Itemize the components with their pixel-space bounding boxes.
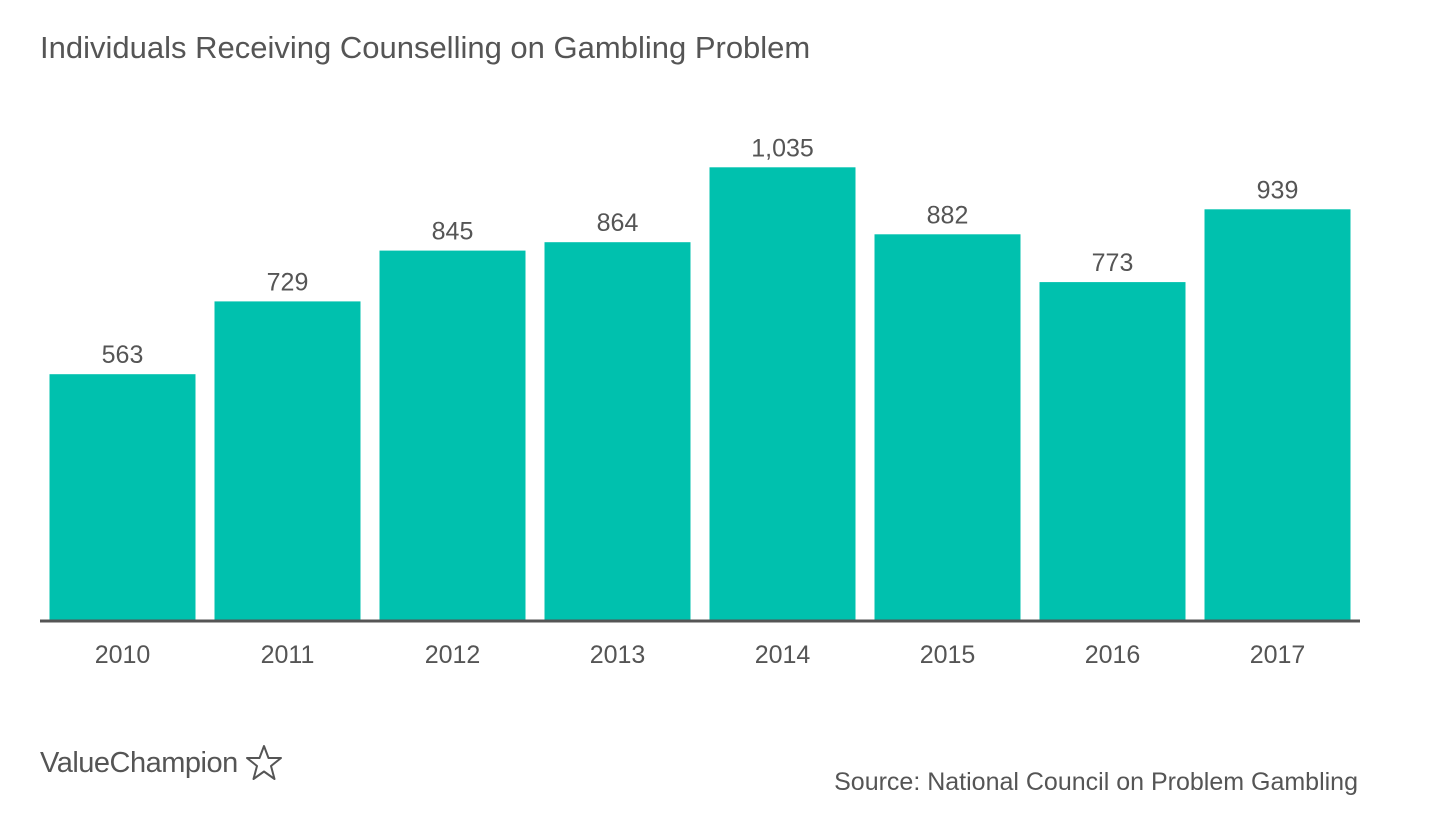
tick-label-2011: 2011 <box>261 641 315 669</box>
value-label-2015: 882 <box>927 201 969 229</box>
source-note: Source: National Council on Problem Gamb… <box>834 768 1358 796</box>
bar-2017 <box>1204 209 1351 622</box>
tick-label-2013: 2013 <box>590 641 646 669</box>
bar-2013 <box>544 242 691 621</box>
bar-2015 <box>874 234 1021 622</box>
bar-2014 <box>709 167 856 622</box>
value-label-2010: 563 <box>102 341 144 369</box>
x-tick-labels-group: 2010 2011 2012 2013 2014 2015 2016 2017 <box>95 641 1306 669</box>
brand-logo: ValueChampion <box>40 738 284 788</box>
value-label-2016: 773 <box>1092 249 1134 277</box>
bar-2010 <box>49 374 196 621</box>
tick-label-2014: 2014 <box>755 641 811 669</box>
value-label-2017: 939 <box>1257 176 1299 204</box>
value-label-2014: 1,035 <box>751 134 814 162</box>
bar-2012 <box>379 250 526 621</box>
value-label-2013: 864 <box>597 209 639 237</box>
value-label-2011: 729 <box>267 268 309 296</box>
chart-title: Individuals Receiving Counselling on Gam… <box>40 30 811 65</box>
value-labels-group: 563 729 845 864 1,035 882 773 939 <box>102 134 1299 369</box>
brand-name: ValueChampion <box>40 746 238 779</box>
value-label-2012: 845 <box>432 218 474 246</box>
bar-2016 <box>1039 282 1186 621</box>
tick-label-2016: 2016 <box>1085 641 1141 669</box>
bars-group <box>49 167 1351 622</box>
tick-label-2010: 2010 <box>95 641 151 669</box>
tick-label-2017: 2017 <box>1250 641 1306 669</box>
star-outline-icon <box>245 745 282 780</box>
bar-2011 <box>214 301 361 621</box>
tick-label-2015: 2015 <box>920 641 976 669</box>
tick-label-2012: 2012 <box>425 641 481 669</box>
